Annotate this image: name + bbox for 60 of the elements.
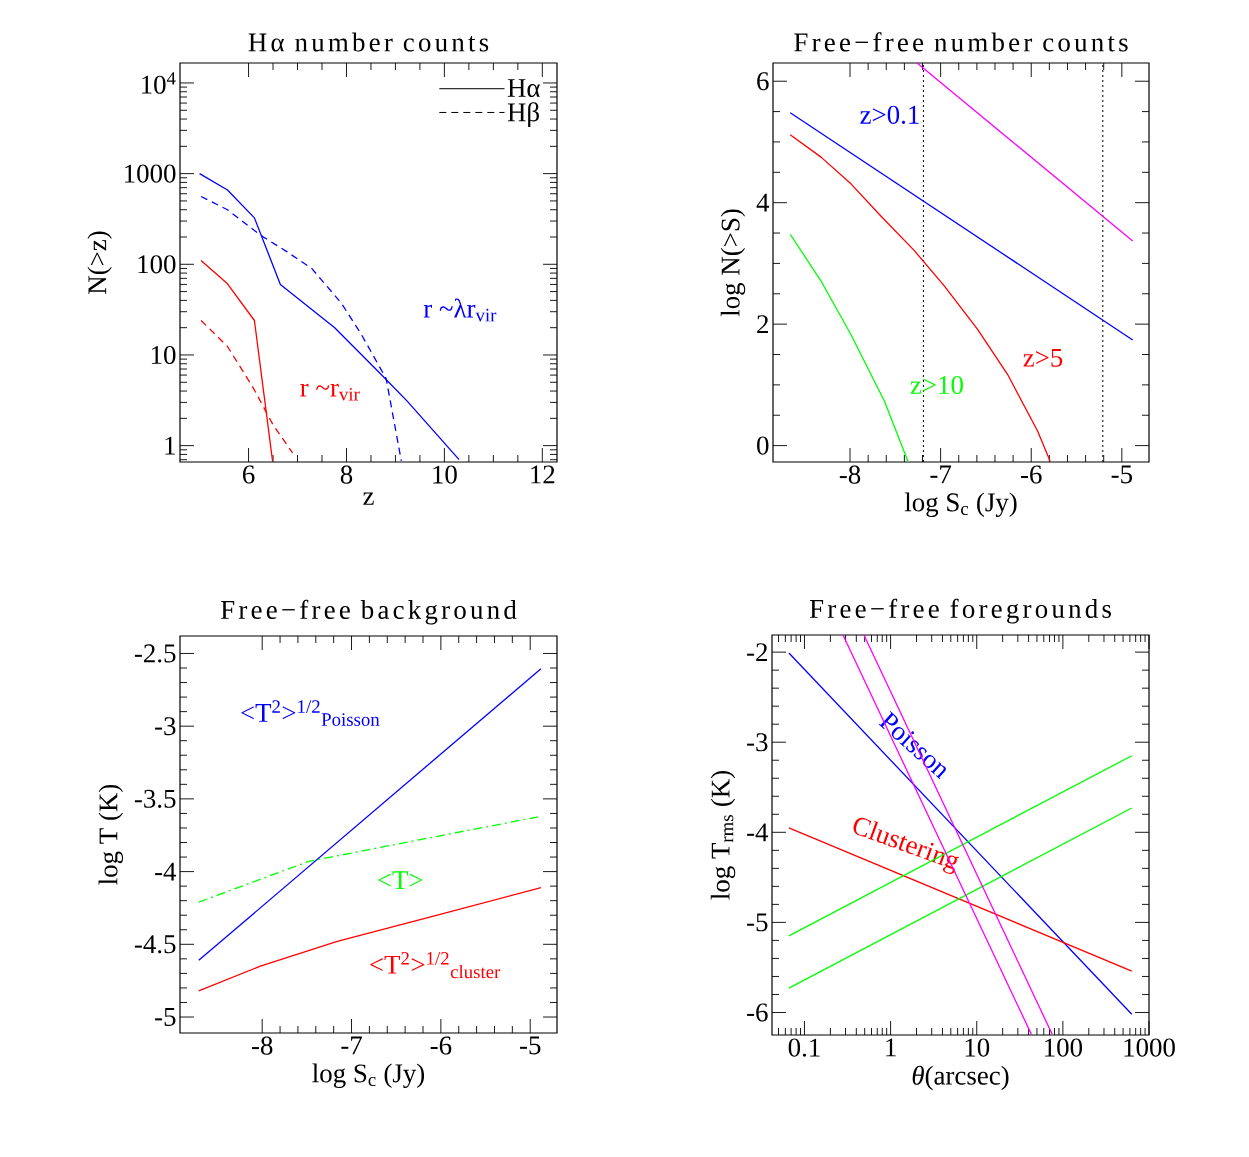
y-axis-title: N(>z): [87, 231, 112, 294]
y-axis-title: log N(>S): [720, 209, 746, 317]
y-tick-label: 10$^{4}$: [142, 72, 176, 94]
y-tick-label: -3: [747, 733, 768, 752]
chart-title: Free−free background: [221, 599, 517, 625]
y-tick-label: 4: [756, 193, 770, 212]
text: Hβ: [507, 102, 539, 127]
x-tick-label: -6: [430, 1036, 452, 1055]
x-axis-title: z: [363, 492, 374, 505]
x-tick-label: 1000: [1124, 1038, 1175, 1057]
x-tick-label: -5: [1111, 465, 1132, 484]
text: Hα: [507, 79, 540, 98]
chart-title: Hα number counts: [248, 32, 489, 52]
y-tick-label: -4: [155, 862, 177, 881]
y-tick-label: 1: [165, 436, 175, 455]
annotation: r ~λr$_{vir}$: [423, 298, 497, 322]
x-tick-label: -5: [520, 1036, 541, 1055]
y-tick-label: 1000: [125, 164, 176, 183]
y-tick-label: 10: [151, 345, 176, 365]
y-tick-label: 2: [757, 315, 769, 334]
chart-title: Free−free foregrounds: [809, 598, 1111, 624]
y-tick-label: -4.5: [134, 935, 176, 954]
x-tick-label: 8: [340, 465, 353, 484]
y-axis-title: log T (K): [98, 784, 124, 885]
x-tick-label: 12: [531, 465, 555, 484]
chart-title: Free−free number counts: [794, 32, 1128, 52]
y-tick-label: -2: [747, 643, 768, 662]
line-series: [789, 233, 909, 463]
y-axis-title: log T$_{rms}$ (K): [710, 771, 736, 900]
x-axis-title: log S$_{c}$ (Jy): [312, 1063, 425, 1088]
y-tick-label: 6: [757, 72, 769, 91]
y-tick-label: 100: [138, 255, 176, 274]
series-label: z>5: [1023, 348, 1063, 367]
y-tick-label: 0: [757, 436, 769, 455]
x-tick-label: 10: [433, 465, 457, 484]
y-tick-label: -3: [155, 717, 176, 736]
x-tick-label: 0.1: [788, 1038, 820, 1057]
y-tick-label: -6: [747, 1003, 768, 1022]
x-tick-label: -6: [1021, 465, 1042, 484]
annotation: r ~r$_{vir}$: [300, 383, 360, 401]
x-tick-label: -8: [839, 465, 861, 484]
x-tick-label: -7: [930, 465, 952, 484]
series-label: z>0.1: [860, 105, 919, 124]
x-tick-label: -7: [341, 1036, 362, 1055]
x-tick-label: 100: [1045, 1038, 1083, 1057]
y-tick-label: -5: [155, 1008, 176, 1026]
y-tick-label: -2.5: [134, 644, 176, 663]
series-label: z>10: [910, 375, 963, 395]
series-label: <T>: [378, 871, 423, 889]
x-tick-label: 6: [242, 465, 255, 484]
x-tick-label: -8: [251, 1036, 273, 1055]
text: <T$^{2}$>$^{1/2}$Poisson: [241, 700, 380, 726]
x-tick-label: 1: [886, 1038, 896, 1057]
y-tick-label: -4: [747, 823, 769, 842]
x-axis-title: θ(arcsec): [912, 1065, 1009, 1091]
series-label: <T$^{2}$>$^{1/2}$cluster: [370, 952, 501, 979]
x-tick-label: 10: [965, 1038, 990, 1057]
y-tick-label: -5: [747, 913, 768, 932]
y-tick-label: -3.5: [134, 789, 176, 808]
x-axis-title: log S$_{c}$ (Jy): [904, 492, 1017, 517]
